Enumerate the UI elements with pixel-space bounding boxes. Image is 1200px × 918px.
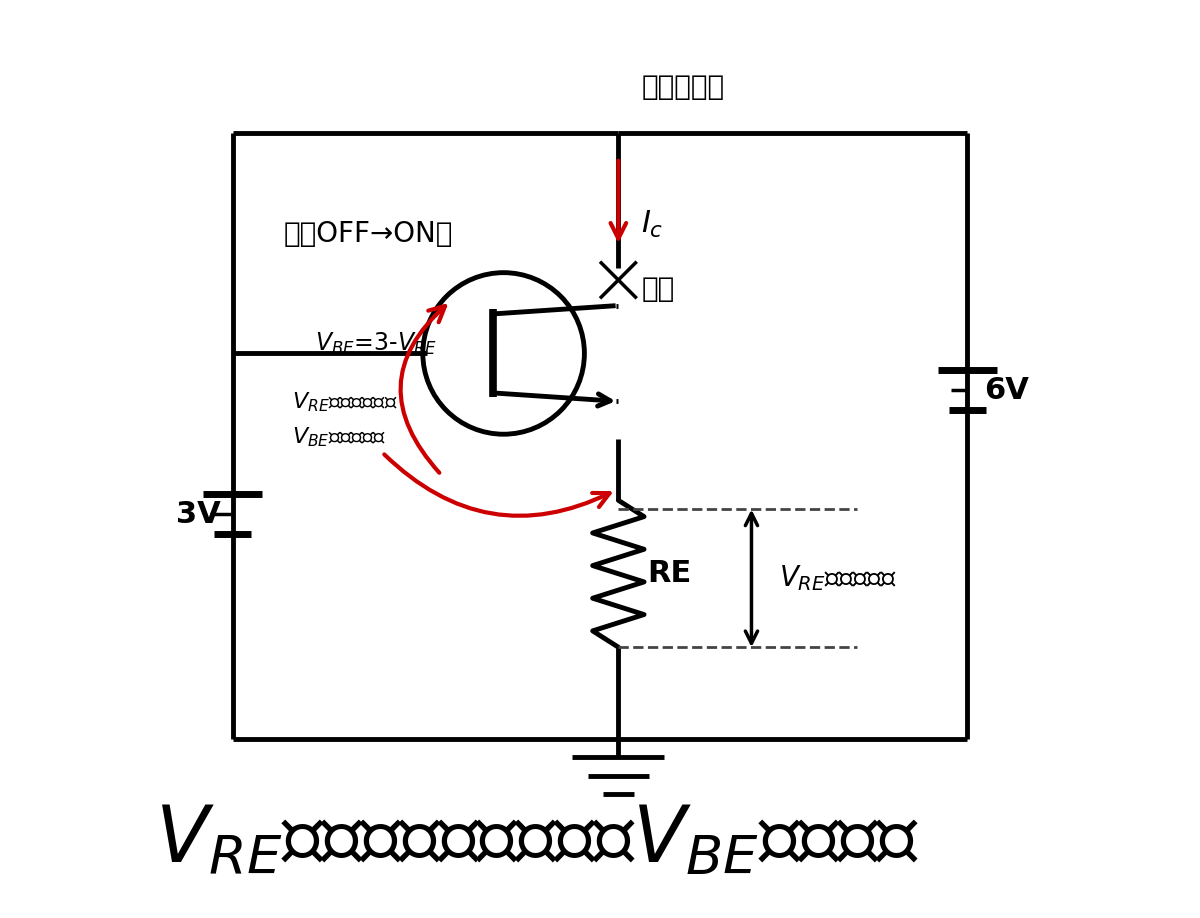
Text: $V_{RE}$が低くなった分だけ$V_{BE}$が増える: $V_{RE}$が低くなった分だけ$V_{BE}$が増える <box>155 802 918 878</box>
Text: 3V: 3V <box>176 499 221 529</box>
Text: 電流が減る: 電流が減る <box>641 73 725 101</box>
Text: $I_c$: $I_c$ <box>641 209 664 241</box>
Text: 6V: 6V <box>984 375 1028 405</box>
Text: 遮断: 遮断 <box>641 275 674 303</box>
Text: $V_{RE}$の減少分だけ: $V_{RE}$の減少分だけ <box>293 390 398 414</box>
Text: $V_{BE}$が増加する: $V_{BE}$が増加する <box>293 425 386 449</box>
Text: 再びOFF→ONへ: 再びOFF→ONへ <box>283 220 452 248</box>
Text: $V_{BE}$=3-$V_{RE}$: $V_{BE}$=3-$V_{RE}$ <box>316 331 438 357</box>
Text: $V_{RE}$が低くなる: $V_{RE}$が低くなる <box>779 564 896 593</box>
Text: RE: RE <box>648 559 692 588</box>
